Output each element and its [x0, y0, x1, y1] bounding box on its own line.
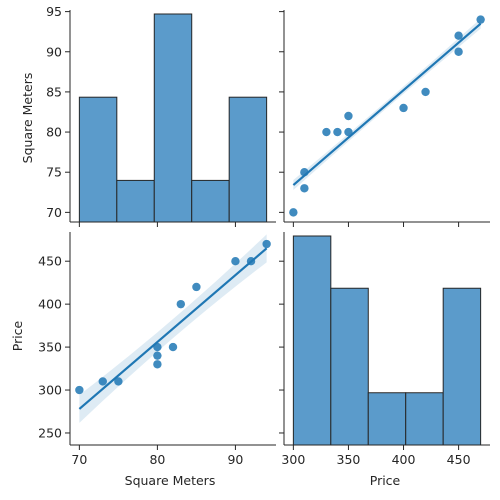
y-tick-label: 70 — [46, 205, 62, 220]
histogram-bar — [367, 392, 407, 446]
y-tick-label: 250 — [38, 425, 62, 440]
regression-line — [78, 247, 268, 410]
regression-line — [292, 22, 482, 186]
histogram-bar — [191, 179, 230, 223]
scatter-point — [344, 111, 353, 121]
y-tick-label: 90 — [46, 44, 62, 59]
panel-scatter-square-meters-vs-price: 70 80 90 250 300 350 400 450 — [38, 232, 276, 467]
scatter-point — [75, 385, 84, 395]
y-tick-label: 85 — [46, 84, 62, 99]
scatter-point — [476, 15, 485, 24]
scatter-point — [153, 360, 162, 369]
x-tick-label: 70 — [71, 452, 87, 467]
histogram-bar — [292, 235, 332, 446]
scatter-point — [399, 103, 408, 113]
scatter-point — [454, 47, 463, 56]
y-tick-label: 400 — [38, 297, 62, 312]
histogram-bar — [330, 287, 369, 446]
histogram-bar — [405, 392, 444, 446]
histogram-bar — [116, 179, 155, 223]
histogram-bar — [228, 96, 268, 223]
scatter-point — [289, 208, 298, 217]
scatter-point — [168, 342, 178, 352]
y-tick-label: 80 — [46, 125, 62, 140]
x-axis-label-square-meters: Square Meters — [125, 473, 216, 488]
panel-scatter-price-vs-square-meters — [279, 10, 490, 227]
scatter-point — [114, 377, 123, 386]
histogram-bar — [153, 13, 193, 223]
y-tick-label: 350 — [38, 340, 62, 355]
x-axis-label-price: Price — [370, 473, 401, 488]
scatter-point — [333, 127, 342, 137]
scatter-point — [300, 184, 309, 193]
y-tick-label: 95 — [46, 4, 62, 19]
y-tick-label: 75 — [46, 165, 62, 180]
x-tick-label: 350 — [337, 452, 361, 467]
scatter-point — [176, 299, 186, 309]
scatter-point — [98, 377, 107, 386]
x-tick-label: 400 — [392, 452, 416, 467]
scatter-point — [454, 31, 463, 40]
scatter-point — [421, 87, 430, 97]
scatter-point — [322, 127, 331, 137]
scatter-point — [153, 351, 162, 360]
scatter-point — [262, 239, 271, 249]
scatter-point — [192, 282, 201, 292]
histogram-bar — [78, 96, 118, 223]
x-tick-label: 300 — [281, 452, 305, 467]
y-axis-label-square-meters: Square Meters — [20, 73, 35, 164]
y-axis-label-price: Price — [10, 320, 25, 351]
x-tick-label: 450 — [447, 452, 471, 467]
panel-hist-price: 300 350 400 450 — [279, 232, 490, 467]
scatter-point — [231, 257, 240, 266]
y-tick-label: 300 — [38, 383, 62, 398]
y-tick-label: 450 — [38, 254, 62, 269]
scatter-point — [344, 127, 353, 137]
x-tick-label: 80 — [149, 452, 165, 467]
panel-hist-square-meters: 70 75 80 85 90 95 — [46, 4, 276, 227]
x-tick-label: 90 — [227, 452, 243, 467]
histogram-bar — [442, 287, 482, 446]
